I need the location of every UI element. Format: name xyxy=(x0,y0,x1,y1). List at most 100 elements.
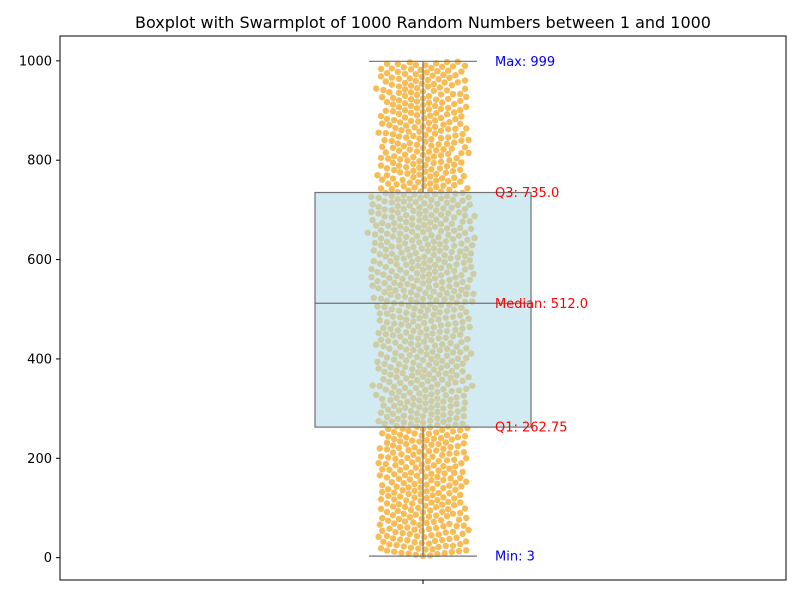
swarm-point xyxy=(388,74,395,81)
swarm-point xyxy=(410,160,417,168)
swarm-point xyxy=(448,145,455,152)
swarm-point xyxy=(443,512,451,520)
swarm-point xyxy=(383,474,391,481)
swarm-point xyxy=(423,488,430,495)
swarm-point xyxy=(391,166,398,174)
swarm-point xyxy=(411,444,418,451)
swarm-point xyxy=(405,550,412,557)
swarm-point xyxy=(439,508,446,515)
swarm-point xyxy=(461,62,469,69)
swarm-point xyxy=(458,483,465,490)
swarm-point xyxy=(440,121,447,128)
swarm-point xyxy=(389,94,397,102)
swarm-point xyxy=(451,161,458,168)
annotation-min: Min: 3 xyxy=(495,550,535,565)
swarm-point xyxy=(412,511,419,518)
swarm-point xyxy=(440,484,447,492)
swarm-point xyxy=(442,169,449,176)
swarm-point xyxy=(453,449,460,457)
swarm-point xyxy=(379,430,386,437)
swarm-point xyxy=(422,161,429,169)
swarm-point xyxy=(447,443,454,451)
swarm-point xyxy=(422,131,429,139)
swarm-point xyxy=(395,444,403,452)
swarm-point xyxy=(443,431,451,439)
swarm-point xyxy=(452,72,459,79)
swarm-point xyxy=(397,156,404,163)
swarm-point xyxy=(428,142,435,149)
swarm-point xyxy=(416,135,423,142)
swarm-point xyxy=(423,436,430,444)
swarm-point xyxy=(383,500,391,507)
swarm-point xyxy=(433,503,440,511)
swarm-point xyxy=(451,495,458,502)
swarm-point xyxy=(434,473,441,481)
swarm-point xyxy=(434,497,441,504)
swarm-point xyxy=(389,175,397,182)
swarm-point xyxy=(418,80,425,87)
swarm-point xyxy=(433,96,440,103)
swarm-point xyxy=(383,115,391,123)
swarm-point xyxy=(433,512,440,519)
swarm-point xyxy=(421,176,428,183)
swarm-point xyxy=(446,186,453,194)
swarm-point xyxy=(397,523,404,531)
swarm-point xyxy=(425,92,433,100)
swarm-point xyxy=(434,480,441,487)
swarm-point xyxy=(405,128,412,135)
swarm-point xyxy=(425,513,433,520)
swarm-point xyxy=(453,155,460,162)
swarm-point xyxy=(428,499,435,506)
swarm-point xyxy=(445,126,452,133)
swarm-point xyxy=(377,185,385,192)
swarm-point xyxy=(452,486,459,493)
swarm-point xyxy=(395,110,403,118)
swarm-point xyxy=(452,125,459,132)
swarm-point xyxy=(418,527,425,535)
swarm-point xyxy=(445,67,452,74)
swarm-point xyxy=(397,438,404,445)
swarm-point xyxy=(403,464,410,471)
swarm-point xyxy=(385,433,392,440)
swarm-point xyxy=(461,85,469,93)
swarm-point xyxy=(425,430,433,438)
swarm-point xyxy=(401,503,409,511)
swarm-point xyxy=(461,144,469,151)
swarm-point xyxy=(382,149,389,156)
swarm-point xyxy=(377,65,385,73)
swarm-point xyxy=(407,96,415,103)
swarm-point xyxy=(449,528,457,536)
swarm-point xyxy=(461,77,469,84)
swarm-point xyxy=(421,452,428,460)
swarm-point xyxy=(395,515,403,523)
swarm-point xyxy=(455,516,463,523)
swarm-point xyxy=(457,90,464,98)
swarm-point xyxy=(416,448,423,455)
swarm-point xyxy=(439,99,446,106)
swarm-point xyxy=(392,461,399,469)
swarm-point xyxy=(382,129,389,137)
swarm-point xyxy=(441,79,448,86)
swarm-point xyxy=(463,538,470,545)
swarm-point xyxy=(415,504,422,511)
swarm-point xyxy=(411,494,418,501)
swarm-point xyxy=(391,428,398,436)
swarm-point xyxy=(439,501,446,508)
swarm-point xyxy=(375,533,382,541)
swarm-point xyxy=(423,481,430,488)
swarm-point xyxy=(435,467,442,474)
swarm-point xyxy=(413,91,421,99)
swarm-point xyxy=(433,429,440,436)
swarm-point xyxy=(457,499,464,506)
swarm-point xyxy=(399,487,406,494)
swarm-point xyxy=(388,137,395,145)
swarm-point xyxy=(433,183,440,191)
swarm-point xyxy=(448,548,455,556)
swarm-point xyxy=(446,118,453,126)
swarm-point xyxy=(405,484,412,491)
swarm-point xyxy=(410,174,417,181)
swarm-point xyxy=(421,114,428,122)
swarm-point xyxy=(428,64,435,72)
swarm-point xyxy=(389,442,397,449)
swarm-point xyxy=(383,446,391,453)
